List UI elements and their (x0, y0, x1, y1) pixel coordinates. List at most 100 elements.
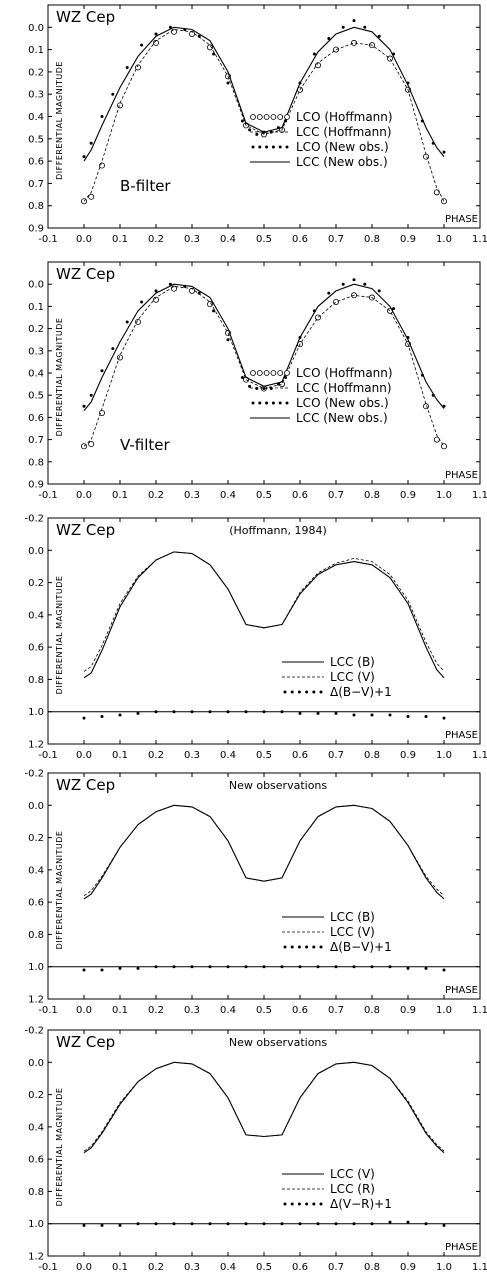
series-line (83, 26, 445, 162)
plot-frame (47, 517, 481, 745)
legend-label: LCC (B) (330, 910, 375, 924)
x-tick-label: 0.7 (328, 1005, 344, 1016)
data-point (208, 965, 212, 969)
legend-label: LCO (New obs.) (296, 140, 389, 154)
y-tick-label: 0.4 (28, 112, 44, 123)
data-point (424, 966, 428, 970)
legend-swatch-marker (256, 370, 263, 376)
data-point (316, 965, 320, 969)
filter-label: V-filter (120, 436, 171, 454)
data-point (316, 1222, 320, 1226)
legend-label: LCC (R) (330, 1182, 375, 1196)
data-point (88, 193, 95, 200)
data-point (89, 393, 93, 397)
data-point (406, 715, 410, 719)
x-axis-label: PHASE (445, 730, 478, 741)
data-point (226, 81, 230, 85)
legend-swatch-marker (284, 370, 290, 376)
series-line (83, 804, 445, 900)
legend-swatch-marker (277, 114, 284, 120)
panel-title: WZ Cep (56, 776, 115, 794)
legend-swatch-marker (290, 690, 294, 694)
x-axis-label: PHASE (445, 1242, 478, 1253)
y-tick-label: 0.6 (28, 157, 44, 168)
data-point (88, 441, 95, 448)
x-tick-label: 0.7 (328, 1262, 344, 1273)
data-point (244, 710, 248, 714)
data-point (208, 1222, 212, 1226)
plot-frame (47, 772, 481, 1000)
data-point (244, 1222, 248, 1226)
series-line (83, 551, 445, 679)
data-point (298, 711, 302, 715)
legend: LCO (Hoffmann)LCC (Hoffmann)LCO (New obs… (250, 110, 393, 169)
y-tick-label: 0.8 (28, 457, 44, 468)
chart-panel-2: -0.1 0.0 0.1 0.2 0.3 0.4 0.5 0.6 0.7 0.8 0.9 1.0 1.1… (28, 261, 487, 501)
legend-label: LCC (V) (330, 1167, 375, 1181)
data-point (136, 711, 140, 715)
data-point (363, 282, 367, 286)
legend-label: LCO (Hoffmann) (296, 366, 393, 380)
data-point (111, 92, 115, 96)
data-point (172, 1222, 176, 1226)
data-point (377, 289, 381, 293)
x-tick-label: 0.6 (292, 750, 308, 761)
legend-swatch-marker (251, 401, 255, 405)
x-tick-label: 0.8 (364, 1005, 380, 1016)
data-point (341, 25, 345, 29)
data-point (134, 318, 141, 325)
legend-swatch-marker (250, 114, 256, 120)
legend-swatch-marker (271, 145, 275, 149)
data-point (140, 300, 144, 304)
data-point (262, 710, 266, 714)
x-tick-label: 0.3 (184, 234, 200, 245)
x-tick-label: 0.4 (220, 234, 236, 245)
y-tick-label: 0.1 (28, 302, 44, 313)
y-tick-label: 0.0 (28, 1058, 44, 1069)
x-tick-label: 1.0 (436, 490, 452, 501)
x-tick-label: 0.5 (256, 1005, 272, 1016)
x-tick-label: 0.1 (112, 1262, 128, 1273)
x-tick-label: 0.5 (256, 490, 272, 501)
data-point (190, 710, 194, 714)
data-point (284, 375, 288, 379)
y-tick-label: 0.2 (28, 833, 44, 844)
data-point (422, 403, 429, 410)
x-tick-label: 0.9 (400, 1262, 416, 1273)
series-dots (82, 965, 446, 972)
data-point (118, 966, 122, 970)
x-tick-label: -0.1 (38, 750, 58, 761)
y-tick-label: 0.2 (28, 67, 44, 78)
data-point (370, 713, 374, 717)
x-tick-label: 0.0 (76, 750, 92, 761)
x-tick-label: 0.1 (112, 490, 128, 501)
data-point (154, 1222, 158, 1226)
data-point (440, 443, 447, 450)
y-tick-label: 0.0 (28, 801, 44, 812)
series-dashed (83, 1061, 445, 1152)
data-point (117, 354, 124, 361)
data-point (100, 369, 104, 373)
data-point (327, 36, 331, 40)
data-point (388, 965, 392, 969)
panel-title: WZ Cep (56, 521, 115, 539)
data-point (118, 1223, 122, 1227)
data-point (226, 965, 230, 969)
data-point (262, 1222, 266, 1226)
legend-label: LCC (V) (330, 925, 375, 939)
data-point (269, 387, 273, 391)
y-tick-label: -0.2 (24, 769, 44, 780)
data-point (363, 25, 367, 29)
y-tick-label: 0.4 (28, 610, 44, 621)
x-tick-label: -0.1 (38, 234, 58, 245)
y-tick-label: 1.2 (28, 740, 44, 751)
y-tick-label: 0.9 (28, 480, 44, 491)
y-tick-label: 0.6 (28, 643, 44, 654)
data-point (82, 716, 86, 720)
legend: LCC (B)LCC (V)Δ(B−V)+1 (282, 910, 392, 954)
data-point (280, 710, 284, 714)
y-tick-label: 0.5 (28, 391, 44, 402)
x-tick-label: 0.2 (148, 750, 164, 761)
legend-swatch-marker (265, 401, 269, 405)
